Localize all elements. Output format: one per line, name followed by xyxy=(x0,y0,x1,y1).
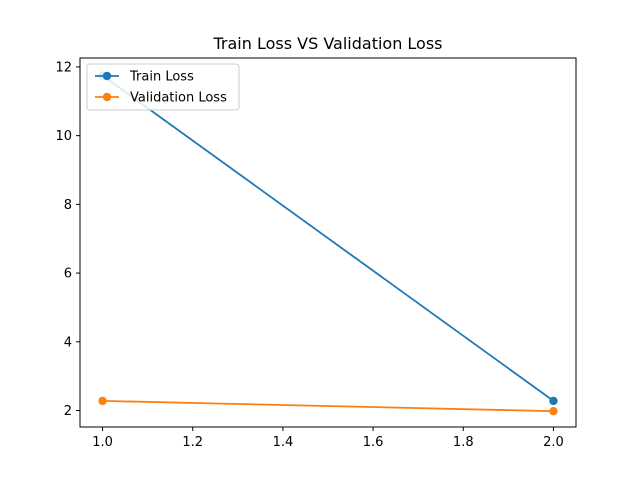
series-line-train-loss xyxy=(102,74,554,402)
y-tick-label: 4 xyxy=(64,335,72,350)
y-tick-label: 6 xyxy=(64,267,72,282)
legend-label-validation-loss: Validation Loss xyxy=(130,91,227,106)
legend: Train Loss Validation Loss xyxy=(86,63,240,111)
x-tick-label: 1.6 xyxy=(363,435,384,450)
legend-marker-validation-loss xyxy=(102,92,112,102)
x-tick-label: 1.8 xyxy=(453,435,474,450)
y-tick-label: 12 xyxy=(55,60,72,75)
y-tick-label: 2 xyxy=(64,404,72,419)
y-tick-label: 10 xyxy=(55,129,72,144)
x-tick-label: 1.4 xyxy=(273,435,294,450)
chart-title: Train Loss VS Validation Loss xyxy=(212,34,442,53)
x-tick-label: 1.0 xyxy=(92,435,113,450)
x-tick-label: 2.0 xyxy=(543,435,564,450)
data-point-train-loss xyxy=(549,396,558,406)
legend-label-train-loss: Train Loss xyxy=(129,70,194,85)
plot-area xyxy=(98,71,558,416)
y-tick-label: 8 xyxy=(64,198,72,213)
data-point-validation-loss xyxy=(98,396,107,406)
legend-box xyxy=(86,63,240,111)
axes-frame xyxy=(79,57,577,428)
axes: 1.0 1.2 1.4 1.6 1.8 2.0 2 4 6 8 10 12 xyxy=(55,57,577,450)
x-tick-label: 1.2 xyxy=(182,435,203,450)
legend-marker-train-loss xyxy=(102,71,112,81)
data-point-validation-loss xyxy=(549,406,558,416)
series-line-validation-loss xyxy=(102,399,554,413)
